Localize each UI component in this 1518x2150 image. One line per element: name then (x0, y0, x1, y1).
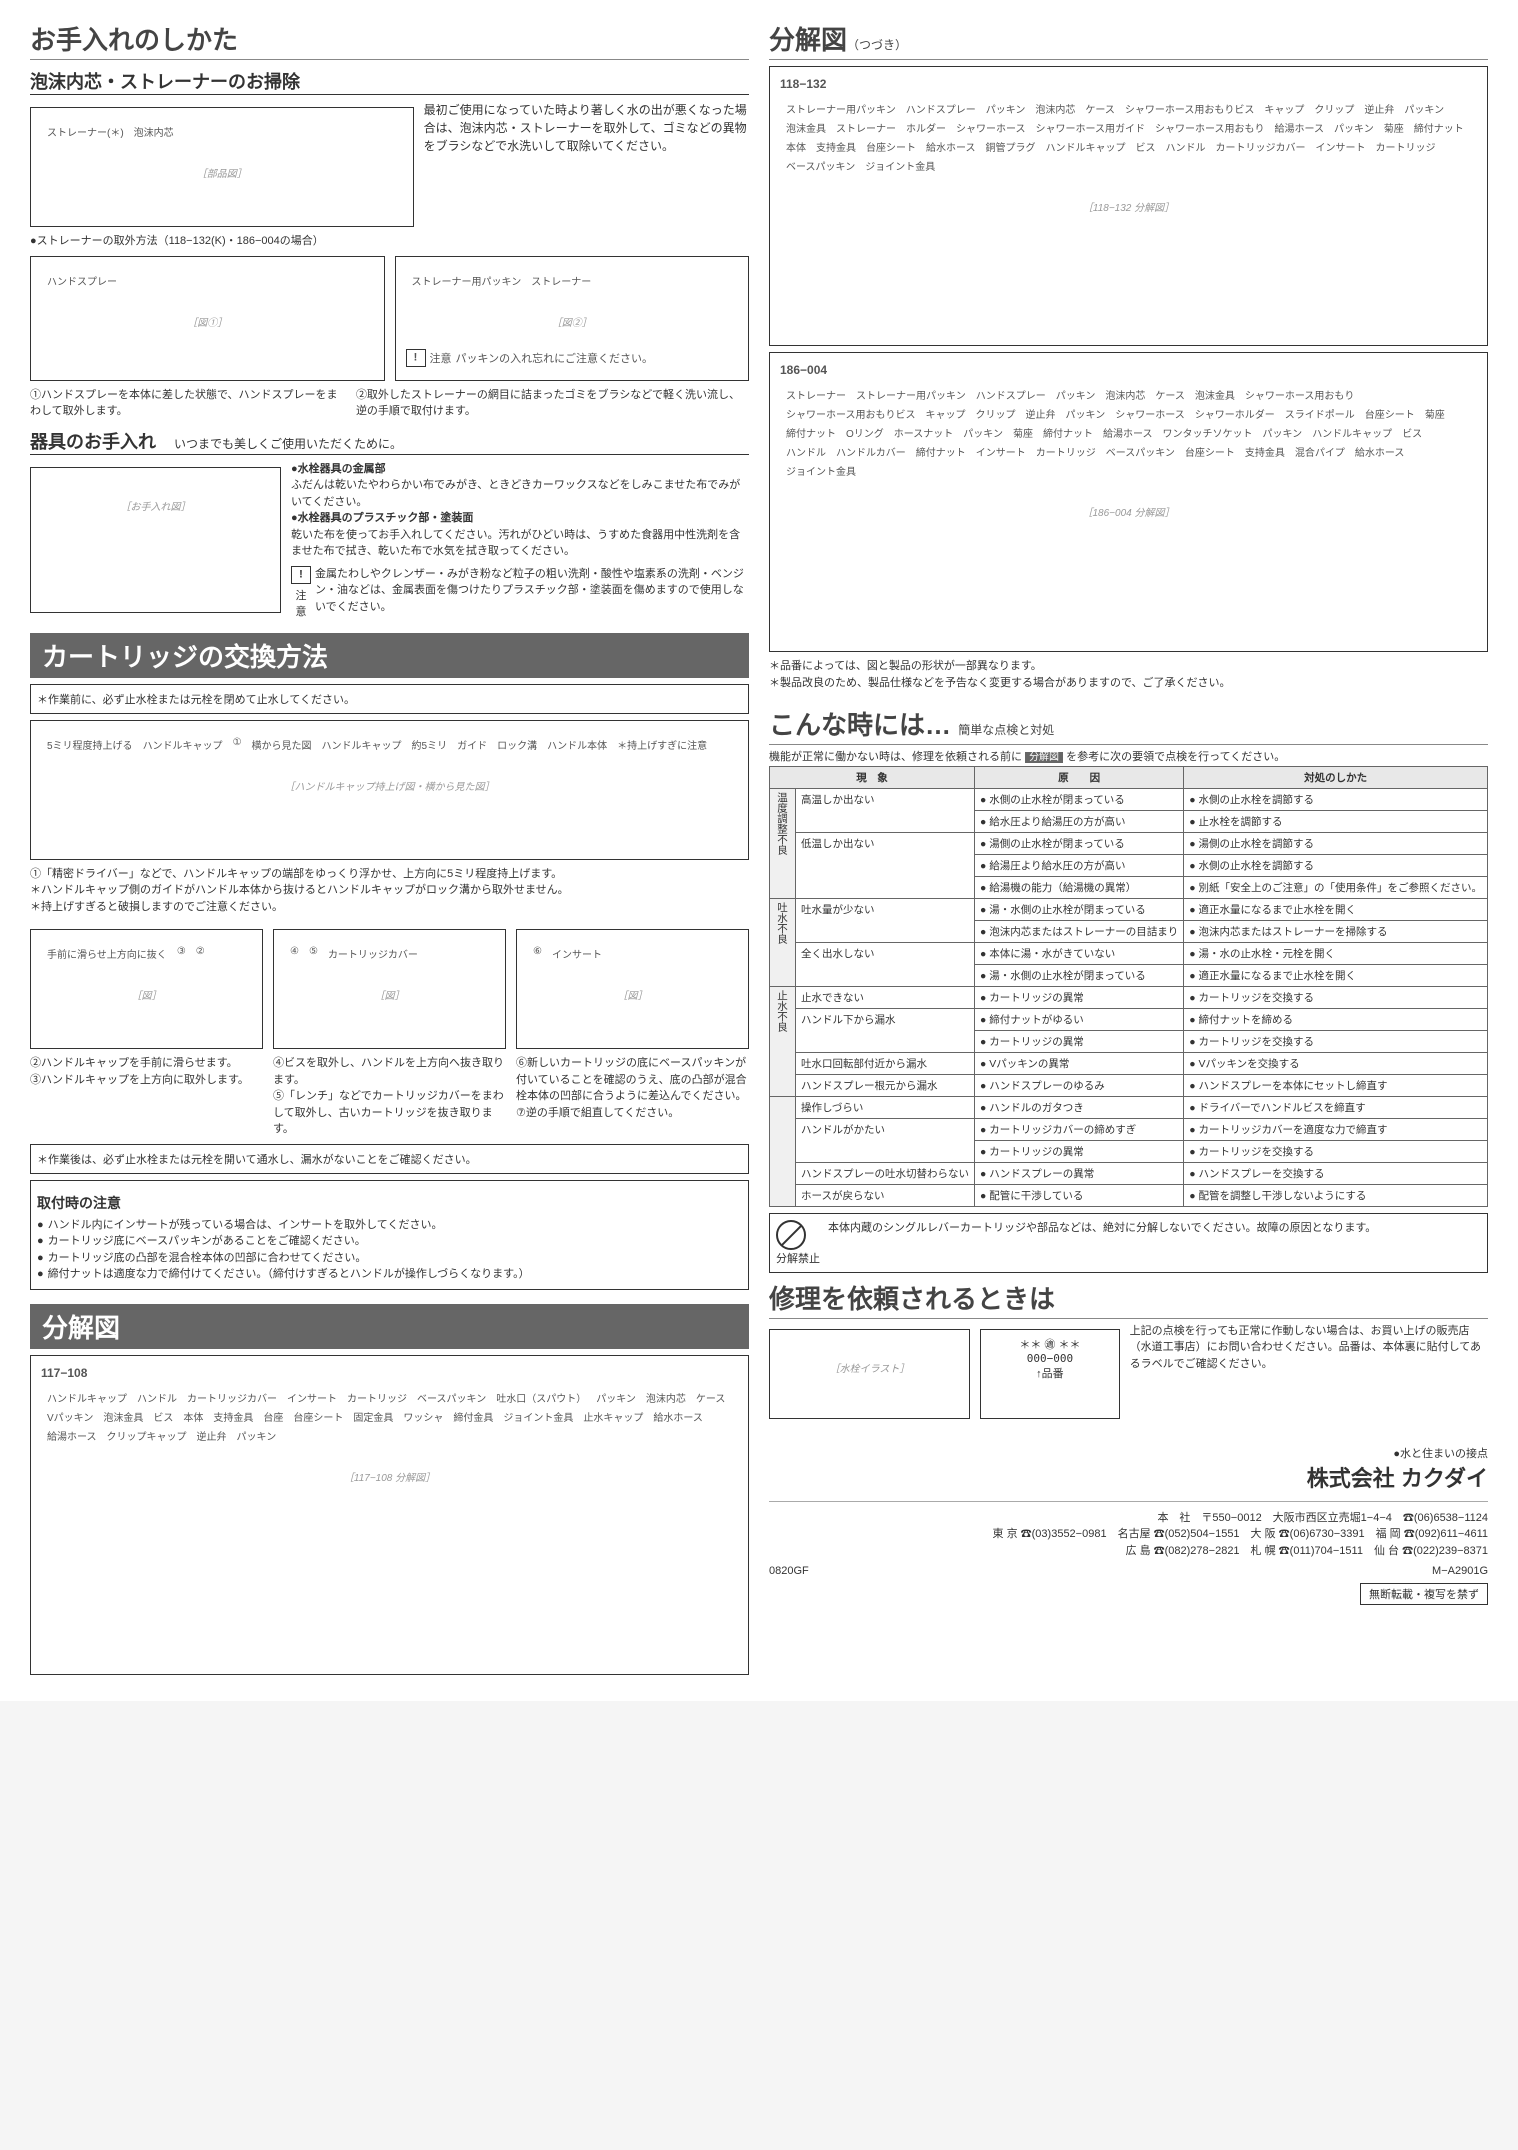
troubleshoot-intro: 機能が正常に働かない時は、修理を依頼される前に 分解図 を参考に次の要領で点検を… (769, 749, 1488, 766)
diagram-note2: ＊製品改良のため、製品仕様などを予告なく変更する場合がありますので、ご了承くださ… (769, 675, 1488, 692)
prohibit-icon (776, 1220, 806, 1250)
exploded-title-left: 分解図 (30, 1304, 749, 1349)
exploded-118: 118−132 ストレーナー用パッキンハンドスプレーパッキン泡沫内芯ケースシャワ… (769, 66, 1488, 346)
diagram-note1: ＊品番によっては、図と製品の形状が一部異なります。 (769, 658, 1488, 675)
aerator-diagram: ストレーナー(＊)泡沫内芯 ［部品図］ (30, 107, 414, 227)
copyright: 無断転載・複写を禁ず (1360, 1583, 1488, 1605)
tool-care-title: 器具のお手入れ いつまでも美しくご使用いただくために。 (30, 428, 749, 455)
exploded-186: 186−004 ストレーナーストレーナー用パッキンハンドスプレーパッキン泡沫内芯… (769, 352, 1488, 652)
caution-icon (406, 349, 426, 367)
cartridge-diagram-1: 5ミリ程度持上げるハンドルキャップ①横から見た図ハンドルキャップ約5ミリガイドロ… (30, 720, 749, 860)
troubleshoot-table: 現 象 原 因 対処のしかた 温度調整不良高温しか出ない● 水側の止水栓が閉まっ… (769, 766, 1488, 1207)
cartridge-text3: ＊持上げすぎると破損しますのでご注意ください。 (30, 899, 749, 916)
caution-icon (291, 566, 311, 584)
cartridge-title: カートリッジの交換方法 (30, 633, 749, 678)
aerator-cleaning-title: 泡沫内芯・ストレーナーのお掃除 (30, 68, 749, 95)
install-notes: 取付時の注意 ハンドル内にインサートが残っている場合は、インサートを取外してくだ… (30, 1180, 749, 1290)
strainer-step2: ②取外したストレーナーの網目に詰まったゴミをブラシなどで軽く洗い流し、逆の手順で… (356, 387, 749, 420)
troubleshoot-title: こんな時には… 簡単な点検と対処 (769, 705, 1488, 745)
repair-text: 上記の点検を行っても正常に作動しない場合は、お買い上げの販売店（水道工事店）にお… (1130, 1323, 1488, 1425)
aerator-intro: 最初ご使用になっていた時より著しく水の出が悪くなった場合は、泡沫内芯・ストレーナ… (424, 101, 749, 233)
care-diagram: ［お手入れ図］ (30, 467, 281, 613)
cartridge-text1: ①「精密ドライバー」などで、ハンドルキャップの端部をゆっくり浮かせ、上方向に5ミ… (30, 866, 749, 883)
strainer-step1: ①ハンドスプレーを本体に差した状態で、ハンドスプレーをまわして取外します。 (30, 387, 346, 420)
care-caution: 金属たわしやクレンザー・みがき粉など粒子の粗い洗剤・酸性や塩素系の洗剤・ベンジン… (315, 566, 749, 616)
cartridge-post-warning: ＊作業後は、必ず止水栓または元栓を開いて通水し、漏水がないことをご確認ください。 (30, 1144, 749, 1174)
repair-diagram: ［水栓イラスト］ (769, 1329, 970, 1419)
company-info: ●水と住まいの接点 株式会社 カクダイ 本 社 〒550−0012 大阪市西区立… (769, 1445, 1488, 1606)
repair-title: 修理を依頼されるときは (769, 1279, 1488, 1319)
cartridge-text2: ＊ハンドルキャップ側のガイドがハンドル本体から抜けるとハンドルキャップがロック溝… (30, 882, 749, 899)
exploded-title-right: 分解図（つづき） (769, 20, 1488, 60)
strainer-diagram-1: ハンドスプレー ［図①］ (30, 256, 385, 381)
maintenance-title: お手入れのしかた (30, 20, 749, 60)
cartridge-pre-warning: ＊作業前に、必ず止水栓または元栓を閉めて止水してください。 (30, 684, 749, 714)
strainer-removal-note: ●ストレーナーの取外方法（118−132(K)・186−004の場合） (30, 233, 749, 250)
exploded-117: 117−108 ハンドルキャップハンドルカートリッジカバーインサートカートリッジ… (30, 1355, 749, 1675)
strainer-diagram-2: ストレーナー用パッキン ストレーナー ［図②］ 注意 パッキンの入れ忘れにご注意… (395, 256, 750, 381)
prohibit-box: 分解禁止 本体内蔵のシングルレバーカートリッジや部品などは、絶対に分解しないでく… (769, 1213, 1488, 1273)
